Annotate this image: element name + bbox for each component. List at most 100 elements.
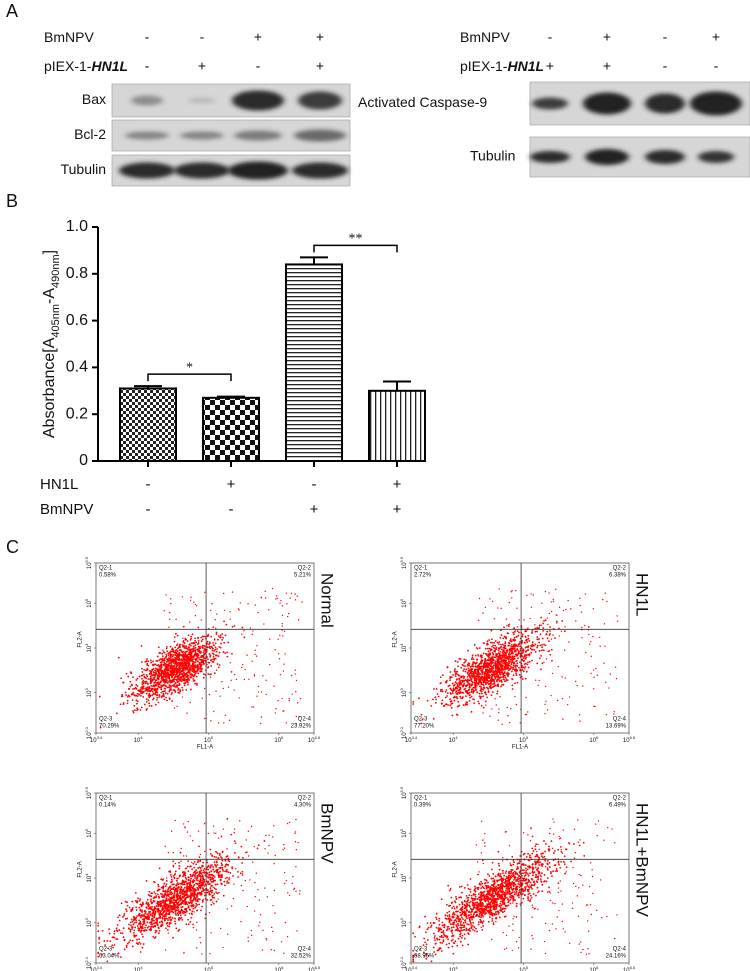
cell-dot — [530, 593, 532, 595]
cell-dot — [461, 696, 464, 698]
cell-dot — [466, 684, 469, 687]
cell-dot — [201, 899, 204, 902]
cell-dot — [194, 672, 197, 675]
cell-dot — [587, 625, 590, 628]
cell-dot — [191, 648, 194, 650]
cell-dot — [518, 673, 521, 676]
cell-dot — [177, 918, 180, 921]
cell-dot — [498, 654, 501, 656]
cell-dot — [525, 656, 528, 659]
cell-dot — [193, 669, 196, 672]
blot-band — [174, 162, 230, 179]
cell-dot — [125, 908, 127, 911]
cell-dot — [199, 936, 201, 939]
cell-dot — [493, 650, 495, 652]
cell-dot — [497, 670, 500, 673]
cell-dot — [143, 675, 146, 678]
cell-dot — [548, 592, 550, 594]
cell-dot — [126, 702, 129, 705]
cell-dot — [123, 912, 126, 915]
cell-dot — [116, 924, 119, 926]
cell-dot — [147, 907, 150, 910]
cell-dot — [169, 918, 171, 920]
cell-dot — [195, 929, 198, 931]
cell-dot — [161, 921, 164, 924]
cell-dot — [294, 593, 296, 595]
cell-dot — [126, 917, 129, 920]
cell-dot — [197, 665, 200, 668]
cell-dot — [588, 633, 590, 636]
cell-dot — [478, 702, 481, 705]
cell-dot — [171, 666, 173, 668]
cell-dot — [183, 900, 186, 902]
cell-dot — [254, 653, 256, 656]
cell-dot — [197, 888, 199, 891]
cell-dot — [517, 657, 519, 660]
cell-dot — [459, 658, 462, 660]
cell-dot — [471, 688, 474, 691]
cell-dot — [119, 956, 122, 959]
cell-dot — [213, 896, 215, 899]
cell-dot — [188, 679, 191, 681]
cell-dot — [533, 648, 536, 651]
cell-dot — [164, 690, 166, 692]
cell-dot — [280, 941, 283, 943]
cell-dot — [295, 866, 297, 868]
cell-dot — [453, 696, 456, 699]
cell-dot — [141, 687, 144, 690]
cell-dot — [165, 894, 168, 897]
cell-dot — [485, 674, 488, 676]
cell-dot — [590, 672, 592, 675]
cell-dot — [521, 633, 524, 636]
cell-dot — [218, 651, 221, 654]
cell-dot — [460, 697, 462, 700]
cell-dot — [174, 682, 177, 685]
cell-dot — [253, 845, 255, 848]
cell-dot — [138, 938, 141, 941]
cell-dot — [192, 905, 195, 907]
cell-dot — [283, 871, 286, 874]
cell-dot — [275, 595, 278, 597]
cell-dot — [487, 687, 489, 690]
cell-dot — [198, 658, 201, 661]
cell-dot — [491, 645, 493, 648]
cell-dot — [187, 677, 190, 680]
cell-dot — [545, 700, 547, 703]
cell-dot — [503, 626, 505, 629]
cell-dot — [188, 887, 191, 890]
cell-dot — [592, 688, 595, 690]
cell-dot — [444, 696, 447, 699]
cell-dot — [518, 666, 520, 669]
cell-dot — [175, 906, 178, 909]
cell-dot — [509, 639, 512, 642]
cell-dot — [496, 663, 499, 666]
cell-dot — [171, 675, 173, 678]
cell-dot — [139, 694, 142, 697]
cell-dot — [527, 649, 530, 651]
cell-dot — [107, 947, 110, 950]
cell-dot — [148, 692, 151, 695]
cell-dot — [140, 922, 142, 925]
cell-dot — [194, 646, 197, 649]
cell-dot — [181, 670, 184, 673]
condition-label: BmNPV — [460, 29, 510, 45]
tick-exp: 5 — [526, 735, 529, 740]
cell-dot — [524, 677, 527, 680]
cell-dot — [165, 883, 168, 886]
cell-dot — [128, 906, 131, 909]
cell-dot — [154, 675, 157, 677]
cell-dot — [169, 664, 171, 667]
cell-dot — [233, 689, 235, 691]
cell-dot — [450, 689, 453, 692]
cell-dot — [211, 873, 214, 876]
cell-dot — [164, 656, 167, 659]
cell-dot — [544, 619, 547, 622]
cell-dot — [171, 691, 173, 694]
cell-dot — [175, 678, 178, 681]
cell-dot — [446, 666, 449, 669]
cell-dot — [173, 640, 176, 643]
blot-band — [125, 131, 169, 140]
cell-dot — [471, 654, 474, 657]
cell-dot — [141, 915, 144, 917]
cell-dot — [453, 670, 456, 673]
